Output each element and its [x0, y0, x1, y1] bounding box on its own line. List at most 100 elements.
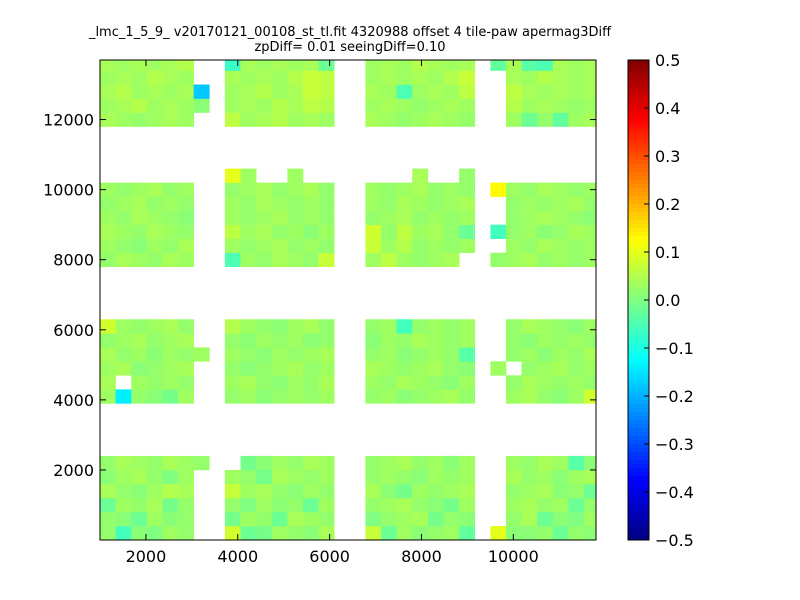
- heatmap-cell: [505, 347, 522, 362]
- heatmap-cell: [459, 60, 476, 71]
- x-tick-label: 10000: [488, 547, 539, 566]
- colorbar-segment: [628, 412, 649, 417]
- heatmap-cell: [505, 469, 522, 485]
- colorbar-segment: [628, 60, 649, 65]
- heatmap-cell: [537, 525, 554, 541]
- colorbar-segment: [628, 488, 649, 493]
- colorbar-segment: [628, 152, 649, 157]
- heatmap-cell: [443, 483, 460, 499]
- colorbar-segment: [628, 460, 649, 465]
- heatmap-cell: [224, 196, 241, 211]
- heatmap-cell: [396, 455, 413, 471]
- axes: 2000 4000 6000 8000 10000 2000 4000 6000 8000 100…: [43, 59, 597, 566]
- x-tick-label: 2000: [126, 547, 167, 566]
- heatmap-cell: [224, 333, 241, 348]
- heatmap-cell: [224, 469, 241, 485]
- heatmap-cell: [162, 375, 179, 390]
- heatmap-cell: [224, 497, 241, 513]
- heatmap-cell: [100, 224, 116, 239]
- heatmap-cell: [318, 483, 335, 499]
- heatmap-cell: [552, 112, 569, 127]
- heatmap-cell: [287, 112, 304, 127]
- heatmap-cell: [552, 375, 569, 390]
- heatmap-cell: [115, 319, 132, 334]
- heatmap-cell: [459, 319, 476, 334]
- heatmap-cell: [131, 182, 148, 197]
- heatmap-cell: [224, 483, 241, 499]
- colorbar-segment: [628, 88, 649, 93]
- colorbar-segment: [628, 184, 649, 189]
- heatmap-cell: [318, 389, 335, 404]
- heatmap-cell: [505, 511, 522, 527]
- heatmap-cell: [427, 224, 444, 239]
- heatmap-cell: [584, 483, 597, 499]
- heatmap-cell: [287, 455, 304, 471]
- heatmap-cell: [287, 238, 304, 253]
- heatmap-cell: [287, 361, 304, 376]
- heatmap-cell: [381, 210, 397, 225]
- heatmap-cell: [427, 60, 444, 71]
- heatmap-cell: [302, 238, 319, 253]
- heatmap-cell: [193, 84, 210, 99]
- colorbar-segment: [628, 292, 649, 297]
- heatmap-cell: [568, 455, 585, 471]
- heatmap-cell: [271, 70, 288, 85]
- heatmap-cell: [224, 511, 241, 527]
- colorbar-segment: [628, 472, 649, 477]
- colorbar-segment: [628, 144, 649, 149]
- heatmap-cell: [584, 238, 597, 253]
- colorbar-segment: [628, 72, 649, 77]
- heatmap-cell: [162, 84, 179, 99]
- heatmap-cell: [521, 252, 538, 268]
- heatmap-cell: [131, 319, 148, 334]
- heatmap-cell: [131, 455, 148, 471]
- heatmap-cell: [115, 252, 132, 268]
- heatmap-cell: [115, 483, 132, 499]
- heatmap-cell: [115, 182, 132, 197]
- heatmap-cell: [240, 347, 257, 362]
- heatmap-cell: [537, 70, 554, 85]
- x-tick-label: 4000: [217, 547, 258, 566]
- heatmap-cell: [568, 224, 585, 239]
- heatmap-cell: [131, 389, 148, 404]
- heatmap-cell: [412, 238, 429, 253]
- heatmap-cell: [521, 497, 538, 513]
- heatmap-cell: [162, 98, 179, 113]
- heatmap-cell: [100, 483, 116, 499]
- heatmap-cell: [365, 469, 382, 485]
- colorbar-segment: [628, 224, 649, 229]
- heatmap-cell: [318, 347, 335, 362]
- colorbar-tick-label: −0.3: [655, 435, 694, 454]
- heatmap-cell: [412, 70, 429, 85]
- heatmap-cell: [505, 70, 522, 85]
- colorbar-segment: [628, 104, 649, 109]
- heatmap-cells: [100, 60, 597, 541]
- heatmap-cell: [584, 389, 597, 404]
- heatmap-cell: [302, 210, 319, 225]
- heatmap-cell: [443, 84, 460, 99]
- heatmap-cell: [521, 319, 538, 334]
- heatmap-cell: [162, 511, 179, 527]
- heatmap-cell: [584, 319, 597, 334]
- heatmap-cell: [443, 196, 460, 211]
- colorbar-segment: [628, 192, 649, 197]
- heatmap-cell: [146, 98, 163, 113]
- heatmap-cell: [146, 389, 163, 404]
- heatmap-cell: [537, 224, 554, 239]
- heatmap-cell: [287, 497, 304, 513]
- heatmap-cell: [552, 84, 569, 99]
- heatmap-cell: [271, 238, 288, 253]
- heatmap-cell: [271, 361, 288, 376]
- colorbar-segment: [628, 440, 649, 445]
- heatmap-cell: [100, 252, 116, 268]
- heatmap-cell: [584, 375, 597, 390]
- heatmap-cell: [505, 455, 522, 471]
- heatmap-cell: [318, 525, 335, 541]
- heatmap-cell: [381, 347, 397, 362]
- heatmap-cell: [256, 347, 273, 362]
- heatmap-cell: [131, 347, 148, 362]
- heatmap-cell: [381, 525, 397, 541]
- heatmap-cell: [256, 224, 273, 239]
- heatmap-cell: [240, 389, 257, 404]
- heatmap-cell: [412, 483, 429, 499]
